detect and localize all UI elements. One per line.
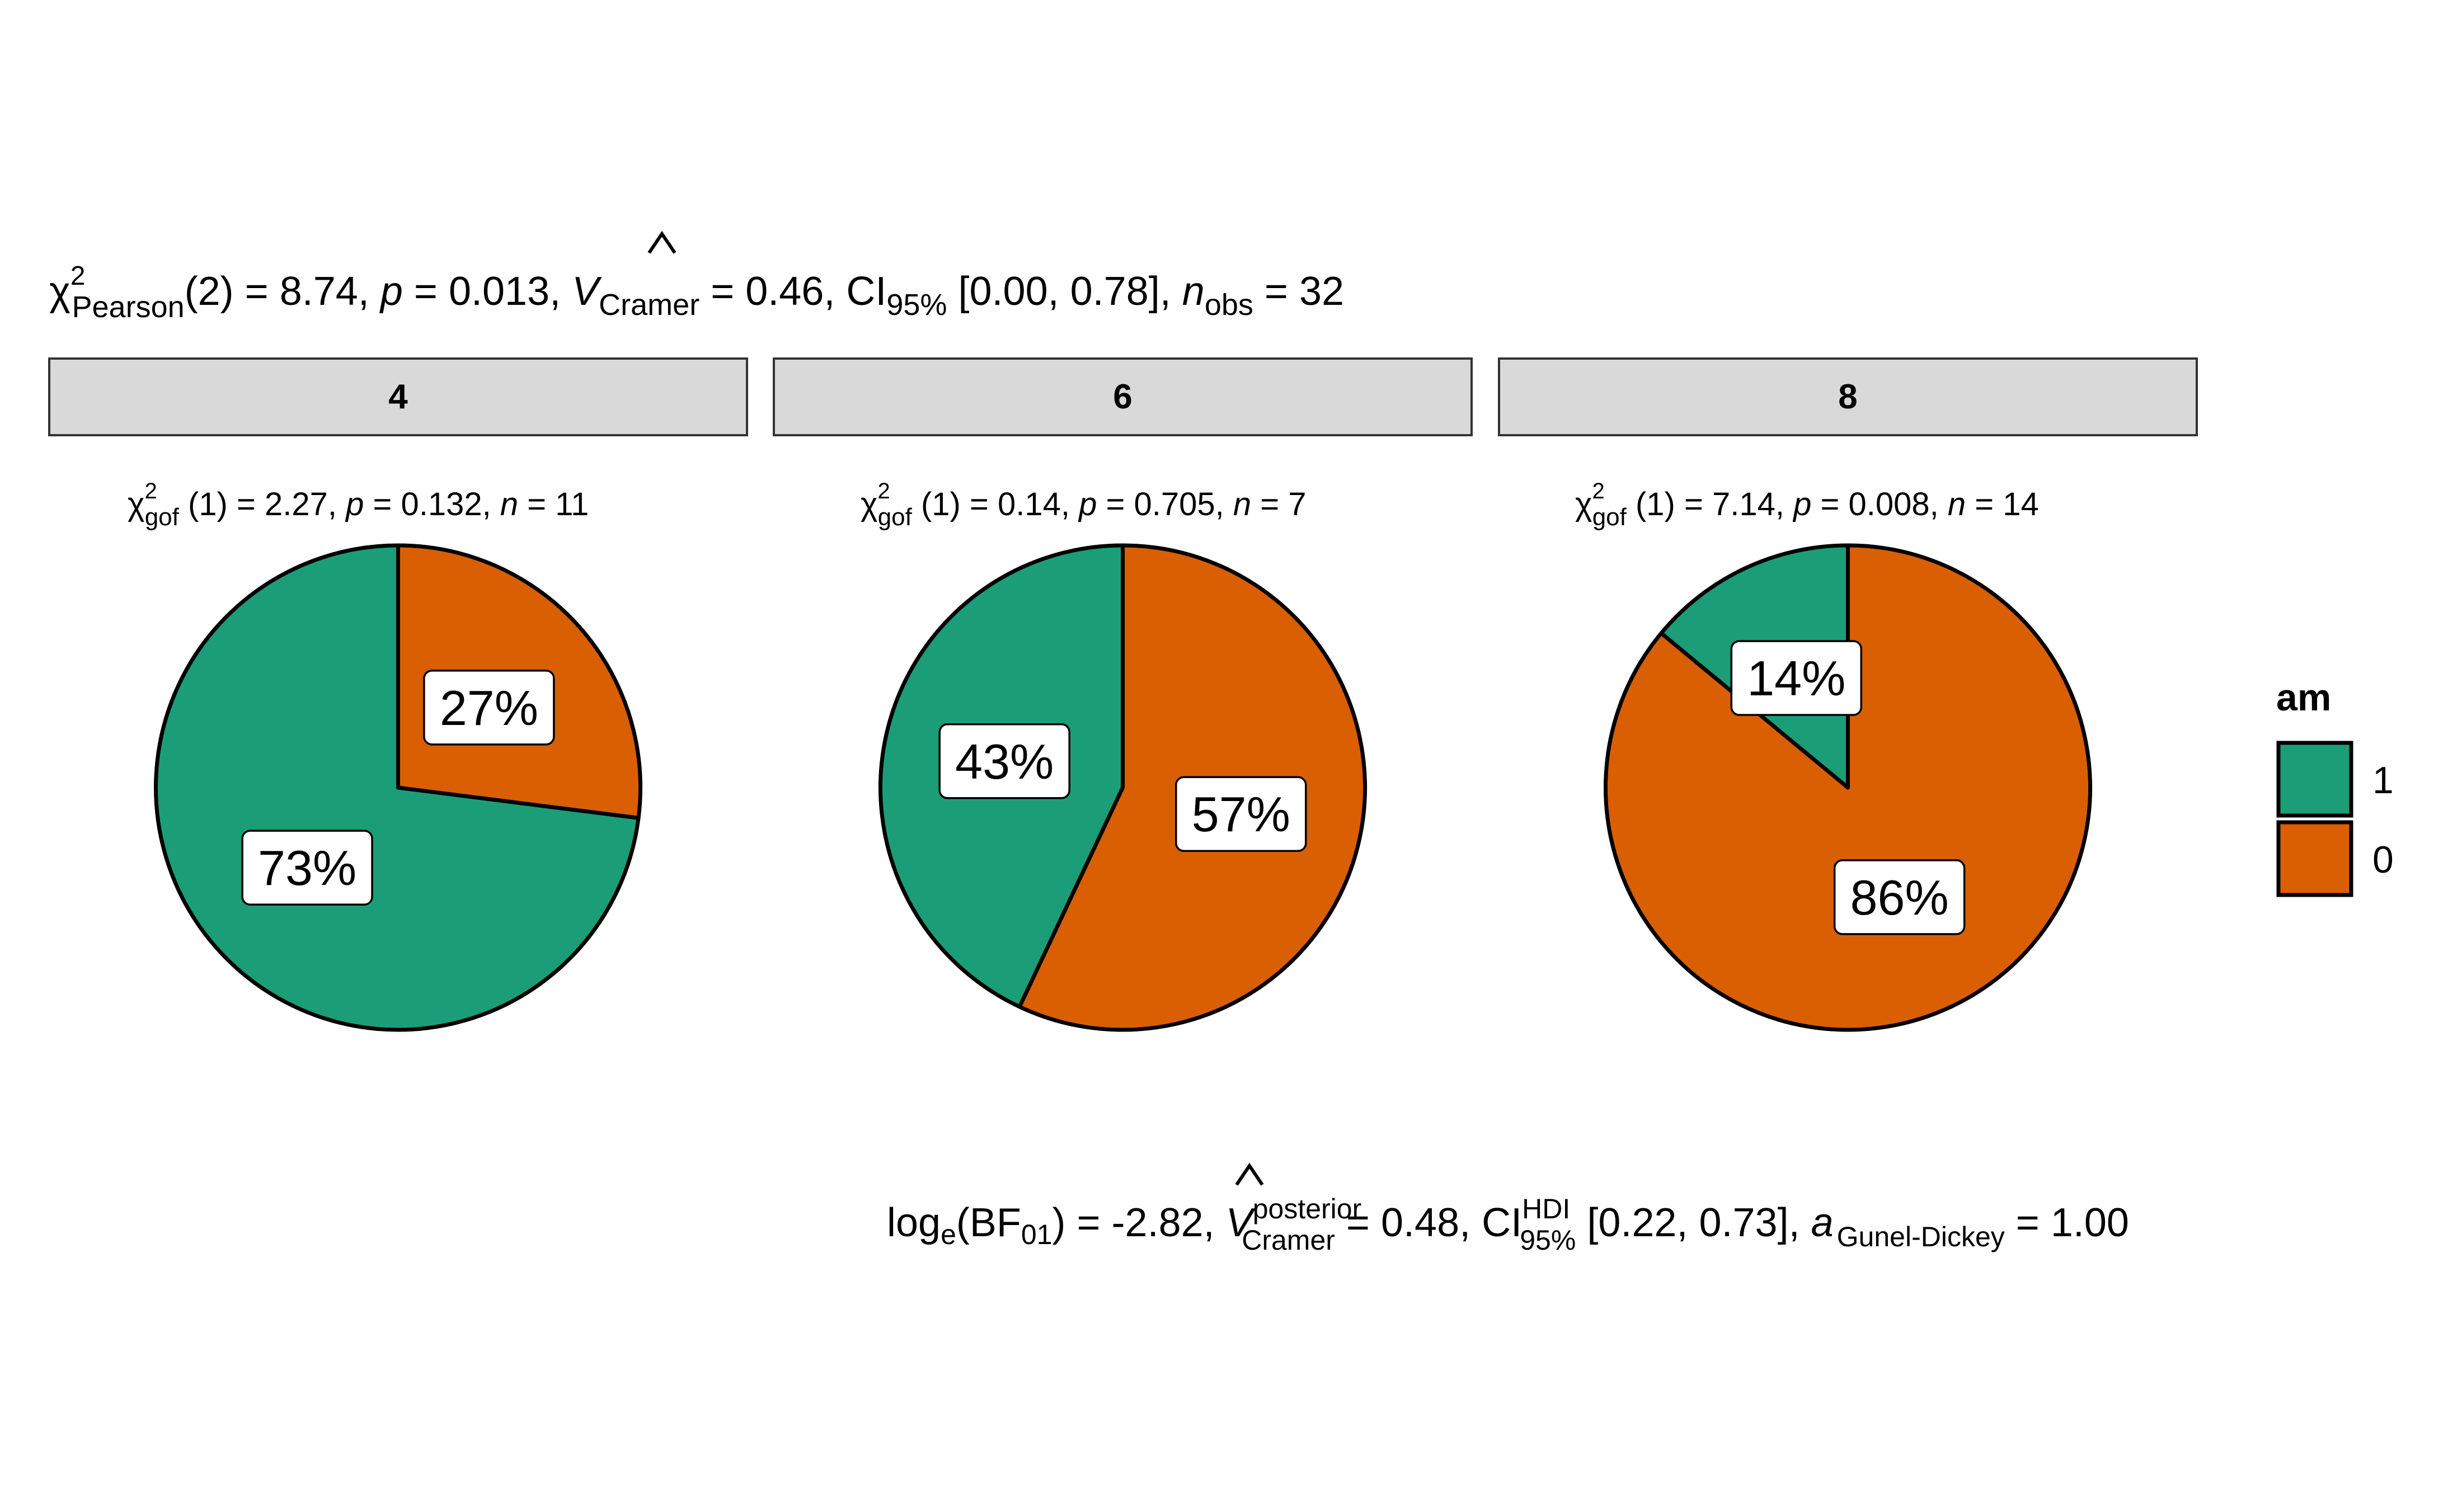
facet-label-6: 6 <box>1113 378 1132 416</box>
sub8-chi-sub: gof <box>1592 503 1627 531</box>
sub8-n: n <box>1948 486 1966 522</box>
sub6-n: n <box>1233 486 1251 522</box>
slice-label-4-am-0: 27% <box>440 680 538 736</box>
title-part5: = 32 <box>1253 269 1344 314</box>
cap-part3: [0.22, 0.73], <box>1576 1200 1811 1245</box>
legend-title: am <box>2276 676 2331 719</box>
sub6-part1: (1) = 0.14, <box>912 486 1079 522</box>
facet-strip-8: 8 <box>1498 357 2198 436</box>
legend-key-1 <box>2276 741 2353 818</box>
sub6-chi-sup: 2 <box>877 479 890 503</box>
cap-log-sub: e <box>941 1219 956 1250</box>
sub6-part2: = 0.705, <box>1097 486 1233 522</box>
cap-ci-sup: HDI <box>1522 1193 1570 1224</box>
cap-bf-open: (BF <box>956 1200 1021 1245</box>
legend-label-0: 0 <box>2372 839 2394 881</box>
title-n-symbol: n <box>1182 269 1205 314</box>
cap-part2: = 0.48, CI <box>1335 1200 1522 1245</box>
slice-label-8-am-0: 86% <box>1850 870 1949 925</box>
title-part3: = 0.46, CI <box>699 269 886 314</box>
cap-a: a <box>1811 1200 1834 1245</box>
title-v-hat <box>647 230 676 254</box>
sub4-chi-sub: gof <box>145 503 180 531</box>
caption-v-hat <box>1235 1162 1264 1186</box>
pie-panel-4: 73% 27% <box>154 543 642 1032</box>
cap-v-sub: Cramer <box>1242 1224 1335 1256</box>
sub4-n: n <box>500 486 518 522</box>
cap-ci-sub: 95% <box>1520 1224 1576 1256</box>
panel-subtitle-8: χ2 gof (1) = 7.14, p = 0.008, n = 14 <box>1575 479 2039 531</box>
sub8-chi-sup: 2 <box>1592 479 1604 503</box>
slice-label-box-8-am-0 <box>1833 859 1966 935</box>
title-part1: (2) = 8.74, <box>185 269 380 314</box>
sub8-part1: (1) = 7.14, <box>1627 486 1793 522</box>
cap-a-sub: Gunel-Dickey <box>1837 1221 2005 1252</box>
title-chi-sup: 2 <box>71 261 86 291</box>
title-ci-sub: 95% <box>886 288 947 322</box>
slice-label-box-4-am-0 <box>423 670 555 746</box>
slice-label-8-am-1: 14% <box>1747 651 1845 706</box>
sub8-part2: = 0.008, <box>1811 486 1947 522</box>
facet-label-8: 8 <box>1838 378 1857 416</box>
cap-bf-sub: 01 <box>1021 1219 1053 1250</box>
slice-label-box-4-am-1 <box>241 830 373 906</box>
sub8-p: p <box>1792 486 1811 522</box>
slice-label-box-8-am-1 <box>1730 640 1863 716</box>
title-p-symbol: p <box>379 269 403 314</box>
pie-panel-8: 14% 86% <box>1604 543 2092 1032</box>
sub4-part2: = 0.132, <box>364 486 500 522</box>
legend: am 1 0 <box>2276 676 2394 897</box>
facet-strip-4: 4 <box>48 357 748 436</box>
legend-key-0 <box>2276 820 2353 897</box>
facet-label-4: 4 <box>388 378 408 416</box>
slice-label-box-6-am-1 <box>938 723 1070 799</box>
slice-label-6-am-1: 43% <box>955 734 1054 789</box>
panel-subtitle-4: χ2 gof (1) = 2.27, p = 0.132, n = 11 <box>128 479 589 531</box>
sub8-part3: = 14 <box>1966 486 2039 522</box>
title-n-sub: obs <box>1205 288 1253 322</box>
facet-strip-6: 6 <box>773 357 1473 436</box>
title-chi: χ <box>49 269 71 314</box>
sub4-part1: (1) = 2.27, <box>179 486 346 522</box>
slice-label-4-am-1: 73% <box>258 840 356 896</box>
title-part4: [0.00, 0.78], <box>947 269 1182 314</box>
chart-title: χ2 Pearson(2) = 8.74, p = 0.013, VCramer … <box>49 261 1344 324</box>
chart-caption: loge(BF01) = -2.82, Vposterior Cramer = 0… <box>887 1193 2129 1256</box>
cap-part1: ) = -2.82, <box>1053 1200 1226 1245</box>
sub4-p: p <box>345 486 364 522</box>
slice-label-6-am-0: 57% <box>1192 786 1290 842</box>
legend-label-1: 1 <box>2372 759 2394 802</box>
title-v-sub: Cramer <box>599 288 699 322</box>
sub6-p: p <box>1078 486 1097 522</box>
sub6-chi: χ <box>861 486 877 522</box>
cap-part4: = 1.00 <box>2005 1200 2129 1245</box>
sub8-chi: χ <box>1575 486 1592 522</box>
cap-v: V <box>1226 1200 1256 1245</box>
sub6-part3: = 7 <box>1251 486 1306 522</box>
title-chi-sub: Pearson <box>72 290 185 324</box>
pie-panel-6: 43% 57% <box>878 543 1367 1032</box>
title-part2: = 0.013, <box>403 269 572 314</box>
cap-log: log <box>887 1200 941 1245</box>
title-v-symbol: V <box>572 269 602 314</box>
panel-subtitle-6: χ2 gof (1) = 0.14, p = 0.705, n = 7 <box>861 479 1306 531</box>
slice-label-box-6-am-0 <box>1175 776 1307 852</box>
sub6-chi-sub: gof <box>878 503 913 531</box>
sub4-chi-sup: 2 <box>144 479 157 503</box>
cap-v-sup: posterior <box>1253 1193 1362 1224</box>
pie-slice-8-am-0 <box>1604 543 2092 1032</box>
sub4-chi: χ <box>128 486 144 522</box>
sub4-part3: = 11 <box>518 486 589 522</box>
